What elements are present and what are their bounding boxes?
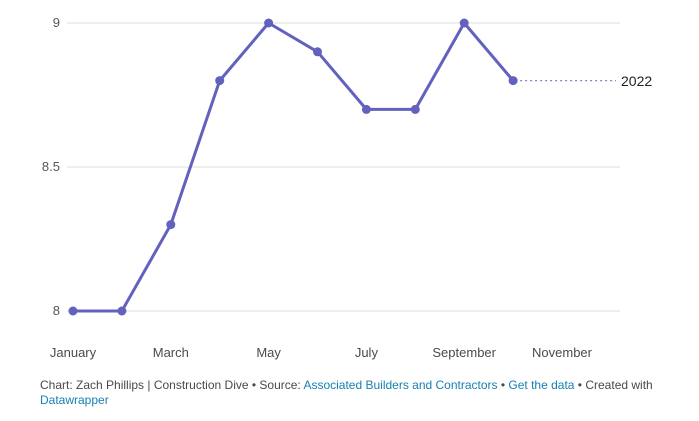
series-label-2022: 2022	[621, 72, 653, 89]
x-tick-label: September	[432, 345, 496, 360]
y-tick-label: 9	[52, 15, 60, 30]
x-tick-label: July	[354, 345, 378, 360]
data-point-marker[interactable]	[264, 18, 274, 28]
footer-separator: •	[497, 378, 509, 392]
footer-created-with: Created with	[585, 378, 653, 392]
y-tick-label: 8	[52, 303, 60, 318]
data-point-marker[interactable]	[313, 47, 322, 57]
data-point-marker[interactable]	[117, 306, 127, 316]
source-link[interactable]: Associated Builders and Contractors	[303, 378, 498, 392]
x-tick-label: January	[49, 345, 97, 360]
get-the-data-link[interactable]: Get the data	[508, 378, 575, 392]
data-point-marker[interactable]	[508, 76, 518, 86]
data-point-marker[interactable]	[361, 104, 371, 114]
footer-separator-2: •	[574, 378, 586, 392]
x-tick-label: November	[532, 345, 592, 360]
chart-footer: Chart: Zach Phillips | Construction Dive…	[40, 378, 669, 408]
x-tick-label: May	[256, 345, 281, 360]
footer-line-1: Chart: Zach Phillips | Construction Dive…	[40, 378, 669, 393]
y-tick-label: 8.5	[41, 159, 60, 174]
data-point-marker[interactable]	[215, 76, 225, 86]
data-point-marker[interactable]	[166, 220, 176, 230]
data-point-marker[interactable]	[410, 104, 420, 114]
line-series-2022	[71, 21, 515, 313]
footer-attribution: Chart: Zach Phillips | Construction Dive…	[40, 378, 304, 392]
data-point-marker[interactable]	[68, 306, 78, 316]
line-chart-plot	[67, 18, 620, 316]
footer-line-2: Datawrapper	[40, 393, 669, 408]
datawrapper-link[interactable]: Datawrapper	[40, 393, 109, 407]
data-point-marker[interactable]	[459, 18, 469, 28]
x-tick-label: March	[152, 345, 189, 360]
